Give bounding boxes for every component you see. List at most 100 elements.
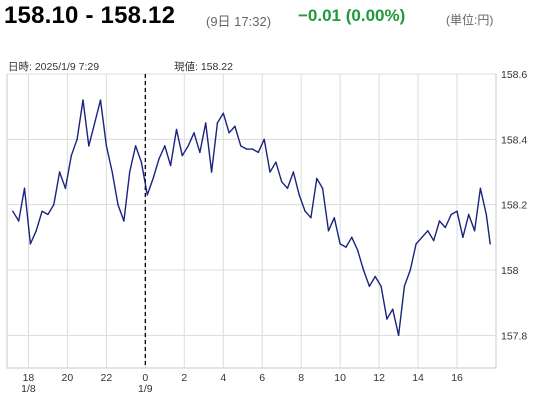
x-tick-label: 10	[334, 372, 346, 384]
cursor-value-label: 現値: 158.22	[174, 61, 233, 73]
data-point	[17, 220, 20, 222]
data-point	[82, 99, 84, 101]
data-point	[175, 128, 178, 131]
data-point	[228, 132, 230, 134]
x-tick-label: 2	[181, 372, 187, 384]
data-point	[111, 171, 113, 173]
x-tick-label: 16	[451, 372, 463, 384]
data-point	[397, 334, 400, 337]
data-point	[41, 210, 43, 212]
x-date-label: 1/8	[21, 383, 36, 395]
data-point	[193, 132, 195, 134]
data-point	[386, 318, 388, 320]
data-point	[333, 217, 335, 219]
data-point	[380, 285, 382, 288]
x-tick-label: 20	[62, 372, 74, 384]
data-point	[169, 164, 172, 167]
data-point	[269, 171, 271, 173]
data-point	[23, 187, 26, 190]
data-point	[310, 217, 312, 219]
data-point	[158, 158, 160, 160]
x-tick-label: 12	[373, 372, 385, 384]
data-point	[292, 171, 295, 173]
data-point	[64, 187, 67, 190]
data-point	[210, 171, 213, 173]
data-point	[450, 213, 452, 216]
data-point	[368, 285, 371, 288]
x-date-label: 1/9	[138, 383, 153, 395]
data-point	[392, 308, 394, 310]
x-tick-label: 8	[298, 372, 304, 384]
data-point	[345, 246, 347, 248]
data-point	[327, 230, 330, 232]
price-unit: (単位:円)	[446, 13, 494, 27]
price-change: −0.01 (0.00%)	[298, 6, 406, 25]
data-point	[129, 171, 131, 173]
data-point	[29, 243, 32, 245]
y-tick-label: 158	[501, 265, 519, 277]
x-tick-label: 4	[220, 372, 226, 384]
data-point	[321, 187, 324, 190]
y-tick-label: 158.4	[501, 134, 527, 146]
data-point	[76, 138, 78, 141]
y-tick-label: 158.6	[501, 69, 527, 81]
data-point	[298, 194, 300, 196]
data-point	[489, 243, 491, 245]
cursor-datetime-label: 日時: 2025/1/9 7:29	[8, 61, 100, 73]
data-point	[35, 230, 37, 232]
data-point	[70, 154, 72, 157]
data-point	[53, 203, 55, 206]
data-point	[339, 243, 341, 245]
plot-area	[6, 73, 497, 369]
data-point	[280, 181, 283, 183]
data-point	[415, 243, 417, 245]
data-point	[134, 145, 137, 147]
x-tick-label: 18	[23, 372, 35, 384]
data-point	[105, 145, 108, 147]
data-point	[152, 177, 154, 180]
data-point	[286, 187, 289, 190]
data-point	[99, 99, 102, 101]
data-point	[403, 285, 406, 288]
x-tick-label: 6	[259, 372, 265, 384]
data-point	[421, 236, 423, 239]
x-tick-label: 22	[101, 372, 113, 384]
data-point	[234, 125, 236, 127]
data-point	[462, 236, 464, 239]
data-point	[351, 236, 353, 239]
data-point	[181, 154, 184, 157]
data-point	[356, 249, 359, 252]
data-point	[438, 220, 441, 222]
data-point	[205, 122, 207, 124]
data-point	[146, 194, 148, 196]
data-point	[216, 122, 219, 124]
price-range: 158.10 - 158.12	[4, 2, 176, 29]
data-point	[432, 239, 435, 242]
data-point	[164, 145, 166, 147]
data-point	[456, 210, 458, 212]
y-tick-label: 158.2	[501, 200, 527, 212]
data-point	[316, 177, 318, 180]
data-point	[88, 145, 90, 147]
data-point	[240, 145, 242, 147]
data-point	[58, 171, 61, 173]
data-point	[251, 148, 254, 150]
data-point	[409, 269, 411, 271]
data-point	[479, 187, 482, 190]
data-point	[140, 161, 143, 163]
data-point	[187, 145, 189, 147]
data-point	[275, 161, 277, 163]
data-point	[374, 275, 376, 278]
data-point	[485, 213, 487, 216]
data-point	[257, 151, 260, 154]
x-tick-label: 14	[412, 372, 424, 384]
data-point	[123, 220, 125, 222]
data-point	[222, 112, 224, 114]
data-point	[12, 210, 14, 212]
data-point	[245, 148, 248, 150]
data-point	[473, 230, 476, 232]
y-tick-label: 157.8	[501, 330, 527, 342]
quote-datetime: (9日 17:32)	[206, 14, 272, 29]
data-point	[304, 210, 306, 212]
